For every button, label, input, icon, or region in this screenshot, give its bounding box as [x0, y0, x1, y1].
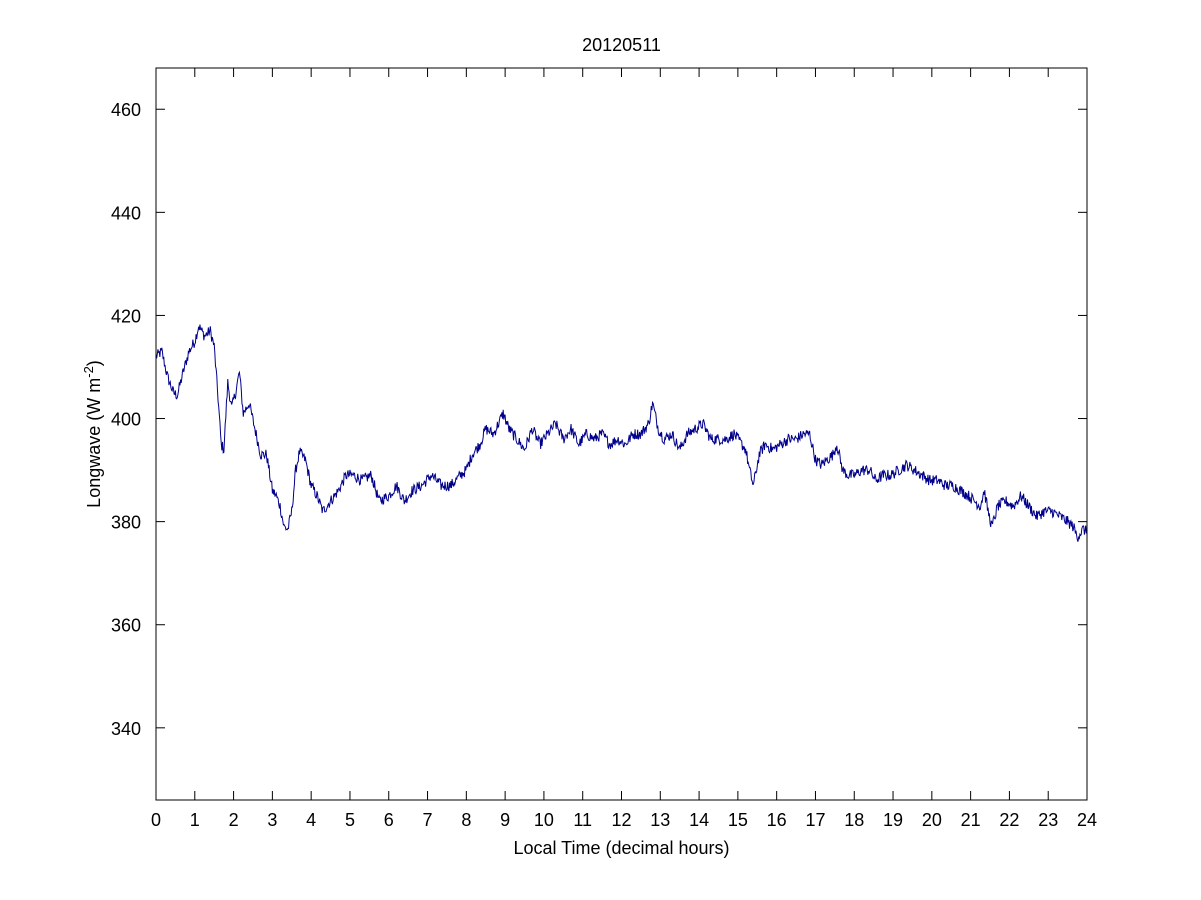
x-tick-label: 17	[805, 810, 825, 830]
x-tick-label: 0	[151, 810, 161, 830]
y-axis-title: Longwave (W m-2)	[81, 360, 104, 508]
x-tick-label: 10	[534, 810, 554, 830]
x-tick-label: 21	[961, 810, 981, 830]
x-tick-label: 4	[306, 810, 316, 830]
y-axis-title-base: Longwave (W m	[84, 378, 104, 508]
x-tick-label: 11	[573, 810, 592, 830]
x-tick-label: 9	[500, 810, 510, 830]
y-tick-label: 380	[111, 513, 141, 533]
x-tick-label: 16	[767, 810, 787, 830]
x-tick-label: 20	[922, 810, 942, 830]
series-line	[155, 324, 1088, 542]
x-tick-label: 23	[1038, 810, 1058, 830]
x-tick-label: 6	[384, 810, 394, 830]
tick-labels: 0 1 2 3 4 5 6 7 8 9 10 11 12 13 14 15 16 17 18 19 20 21 22 23 24…	[111, 100, 1097, 830]
x-axis-title: Local Time (decimal hours)	[513, 838, 729, 858]
y-tick-label: 340	[111, 719, 141, 739]
x-tick-label: 24	[1077, 810, 1097, 830]
x-tick-label: 3	[267, 810, 277, 830]
y-tick-label: 460	[111, 100, 141, 120]
plot-frame	[155, 67, 1088, 801]
x-tick-label: 19	[883, 810, 903, 830]
y-tick-label: 440	[111, 203, 141, 223]
x-tick-label: 8	[461, 810, 471, 830]
x-tick-label: 7	[423, 810, 433, 830]
y-axis-title-close: )	[84, 360, 104, 366]
y-tick-label: 360	[111, 616, 141, 636]
x-tick-label: 14	[689, 810, 709, 830]
chart-title: 20120511	[582, 35, 661, 55]
x-tick-label: 1	[190, 810, 200, 830]
y-axis-title-superscript: -2	[81, 366, 96, 378]
y-tick-label: 400	[111, 410, 141, 430]
x-tick-label: 15	[728, 810, 748, 830]
y-tick-label: 420	[111, 306, 141, 326]
x-tick-label: 13	[650, 810, 670, 830]
x-tick-label: 5	[345, 810, 355, 830]
axis-ticks	[155, 68, 1088, 800]
x-tick-label: 2	[229, 810, 239, 830]
x-tick-label: 22	[999, 810, 1019, 830]
x-tick-label: 18	[844, 810, 864, 830]
x-tick-label: 12	[611, 810, 631, 830]
